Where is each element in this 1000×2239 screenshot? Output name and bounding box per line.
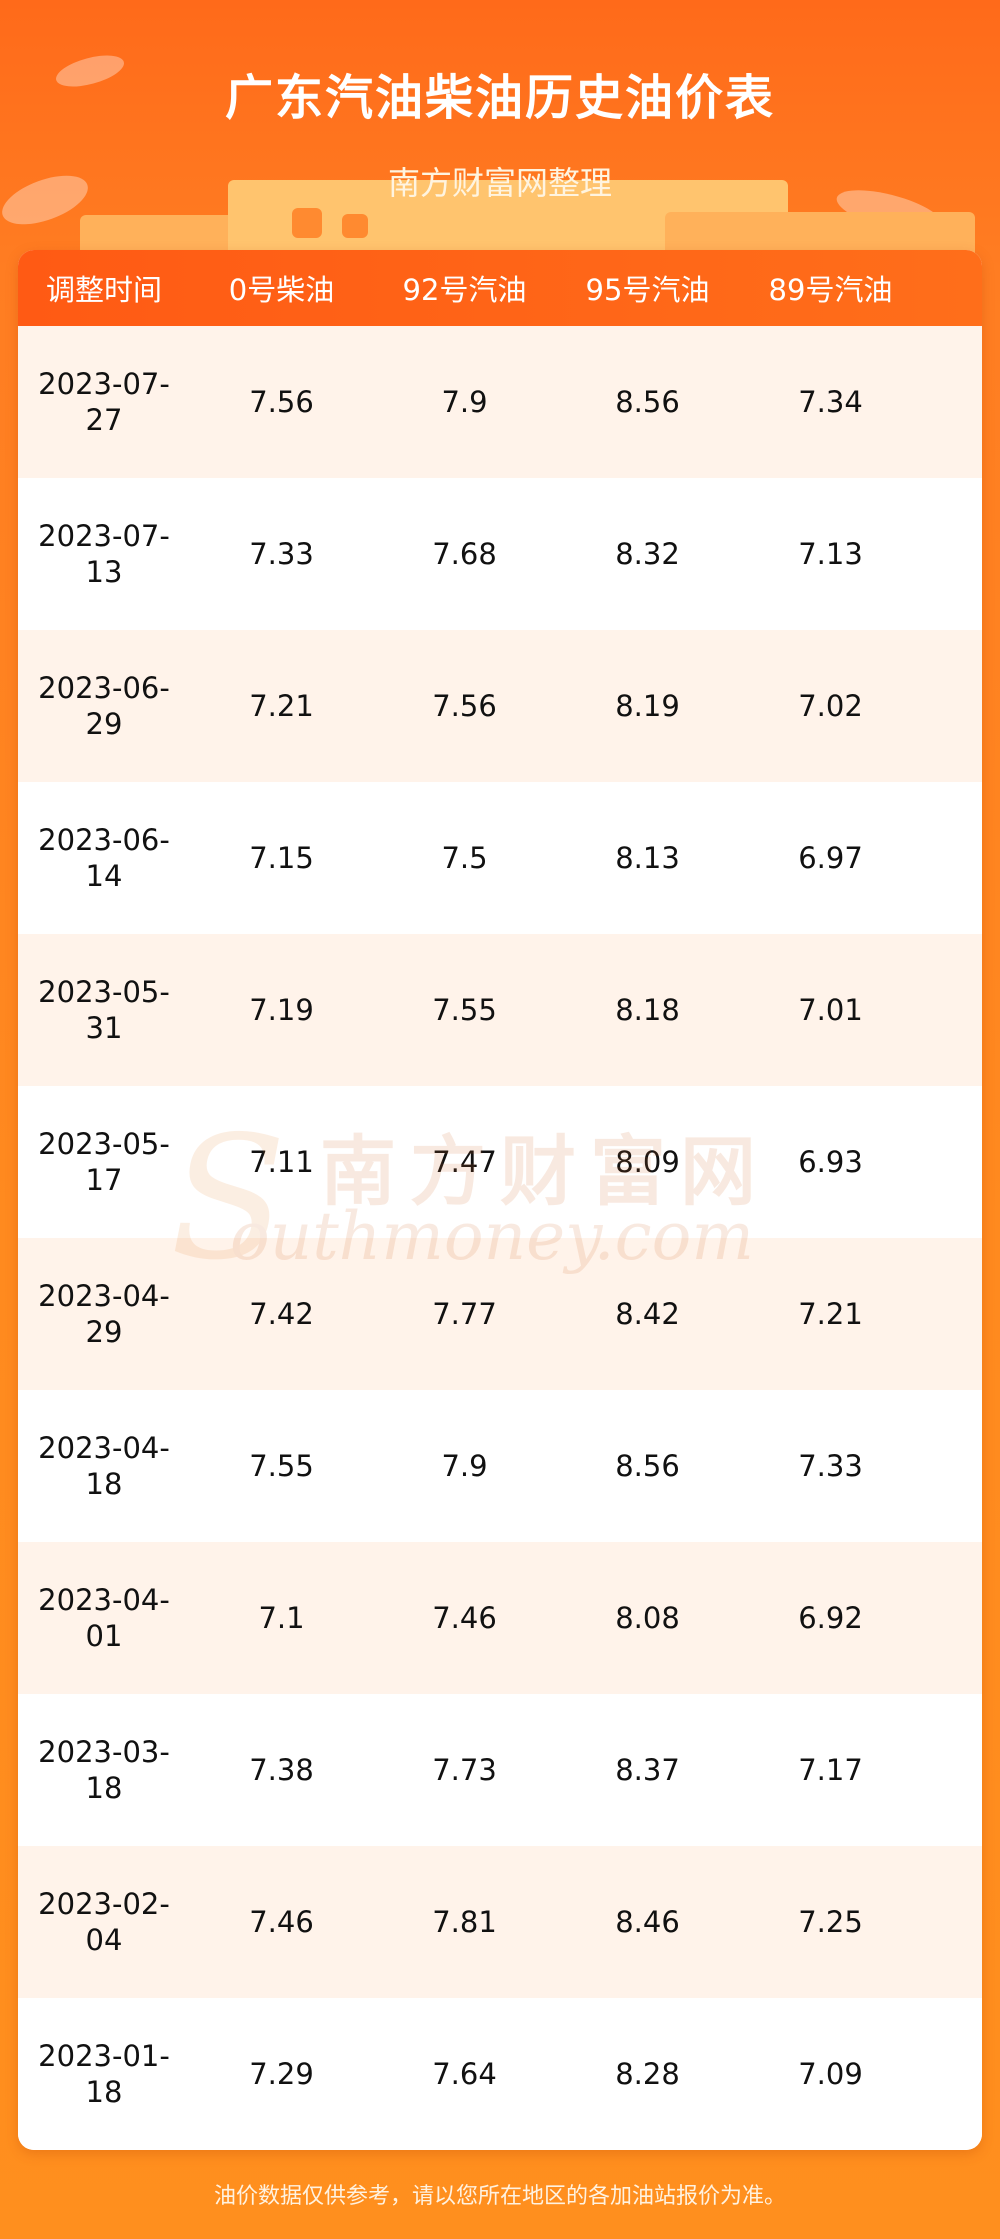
cell-gasoline-89: 7.02 [798,689,863,723]
cell-date: 2023-05- 31 [38,975,170,1045]
cell-date: 2023-07- 27 [38,367,170,437]
table-row: 2023-04- 29 7.42 7.77 8.42 7.21 [18,1238,982,1390]
cell-date: 2023-03- 18 [38,1735,170,1805]
decorative-block [292,208,322,238]
table-row: 2023-05- 17 7.11 7.47 8.09 6.93 [18,1086,982,1238]
cell-date: 2023-06- 29 [38,671,170,741]
cell-gasoline-92: 7.9 [441,1449,488,1483]
cell-diesel-0: 7.38 [249,1753,314,1787]
cell-date: 2023-06- 14 [38,823,170,893]
cell-date: 2023-04- 29 [38,1279,170,1349]
cell-gasoline-89: 6.97 [798,841,863,875]
cell-gasoline-95: 8.19 [615,689,680,723]
cell-gasoline-89: 7.33 [798,1449,863,1483]
cell-gasoline-95: 8.28 [615,2057,680,2091]
column-header-gasoline-95: 95号汽油 [585,273,710,307]
table-row: 2023-02- 04 7.46 7.81 8.46 7.25 [18,1846,982,1998]
cell-gasoline-92: 7.77 [432,1297,497,1331]
cell-gasoline-89: 7.13 [798,537,863,571]
cell-gasoline-92: 7.5 [441,841,488,875]
cell-diesel-0: 7.11 [249,1145,314,1179]
cell-gasoline-92: 7.46 [432,1601,497,1635]
cell-diesel-0: 7.1 [258,1601,305,1635]
cell-gasoline-92: 7.64 [432,2057,497,2091]
footer-note: 油价数据仅供参考，请以您所在地区的各加油站报价为准。 [213,2184,786,2209]
table-row: 2023-04- 18 7.55 7.9 8.56 7.33 [18,1390,982,1542]
cell-gasoline-89: 6.93 [798,1145,863,1179]
cell-diesel-0: 7.15 [249,841,314,875]
cell-gasoline-92: 7.56 [432,689,497,723]
table-row: 2023-05- 31 7.19 7.55 8.18 7.01 [18,934,982,1086]
header-banner: 广东汽油柴油历史油价表 南方财富网整理 [0,0,1000,260]
cell-gasoline-95: 8.37 [615,1753,680,1787]
cell-gasoline-92: 7.47 [432,1145,497,1179]
table-row: 2023-03- 18 7.38 7.73 8.37 7.17 [18,1694,982,1846]
cell-gasoline-95: 8.32 [615,537,680,571]
table-row: 2023-06- 29 7.21 7.56 8.19 7.02 [18,630,982,782]
cell-diesel-0: 7.42 [249,1297,314,1331]
cell-date: 2023-05- 17 [38,1127,170,1197]
cell-diesel-0: 7.56 [249,385,314,419]
cell-gasoline-92: 7.73 [432,1753,497,1787]
cell-diesel-0: 7.46 [249,1905,314,1939]
cell-gasoline-95: 8.42 [615,1297,680,1331]
table-header: 调整时间 0号柴油 92号汽油 95号汽油 89号汽油 [18,250,982,326]
cell-gasoline-89: 7.34 [798,385,863,419]
cell-gasoline-89: 7.21 [798,1297,863,1331]
table-row: 2023-07- 13 7.33 7.68 8.32 7.13 [18,478,982,630]
column-header-gasoline-89: 89号汽油 [768,273,893,307]
page-subtitle: 南方财富网整理 [387,164,612,202]
cell-gasoline-92: 7.9 [441,385,488,419]
cell-gasoline-89: 7.09 [798,2057,863,2091]
column-header-date: 调整时间 [45,273,162,307]
cell-gasoline-95: 8.08 [615,1601,680,1635]
cell-diesel-0: 7.29 [249,2057,314,2091]
decorative-block [342,214,368,238]
table-row: 2023-06- 14 7.15 7.5 8.13 6.97 [18,782,982,934]
column-header-diesel-0: 0号柴油 [228,273,335,307]
cell-gasoline-92: 7.81 [432,1905,497,1939]
cell-date: 2023-02- 04 [38,1887,170,1957]
page-title: 广东汽油柴油历史油价表 [224,70,775,126]
cell-diesel-0: 7.55 [249,1449,314,1483]
cell-diesel-0: 7.21 [249,689,314,723]
cell-gasoline-95: 8.13 [615,841,680,875]
cell-gasoline-89: 7.17 [798,1753,863,1787]
table-row: 2023-01- 18 7.29 7.64 8.28 7.09 [18,1998,982,2150]
cell-date: 2023-04- 18 [38,1431,170,1501]
table-row: 2023-07- 27 7.56 7.9 8.56 7.34 [18,326,982,478]
cell-diesel-0: 7.33 [249,537,314,571]
cell-gasoline-95: 8.09 [615,1145,680,1179]
cell-date: 2023-07- 13 [38,519,170,589]
cell-gasoline-89: 7.25 [798,1905,863,1939]
cell-gasoline-95: 8.56 [615,385,680,419]
column-header-gasoline-92: 92号汽油 [402,273,527,307]
cell-date: 2023-01- 18 [38,2039,170,2109]
cell-gasoline-89: 7.01 [798,993,863,1027]
table-row: 2023-04- 01 7.1 7.46 8.08 6.92 [18,1542,982,1694]
cell-gasoline-92: 7.55 [432,993,497,1027]
cell-diesel-0: 7.19 [249,993,314,1027]
cell-gasoline-95: 8.18 [615,993,680,1027]
cell-gasoline-95: 8.56 [615,1449,680,1483]
cell-gasoline-95: 8.46 [615,1905,680,1939]
cell-gasoline-89: 6.92 [798,1601,863,1635]
cell-date: 2023-04- 01 [38,1583,170,1653]
price-table-card: 调整时间 0号柴油 92号汽油 95号汽油 89号汽油 2023-07- 27 7… [18,250,982,2150]
cell-gasoline-92: 7.68 [432,537,497,571]
